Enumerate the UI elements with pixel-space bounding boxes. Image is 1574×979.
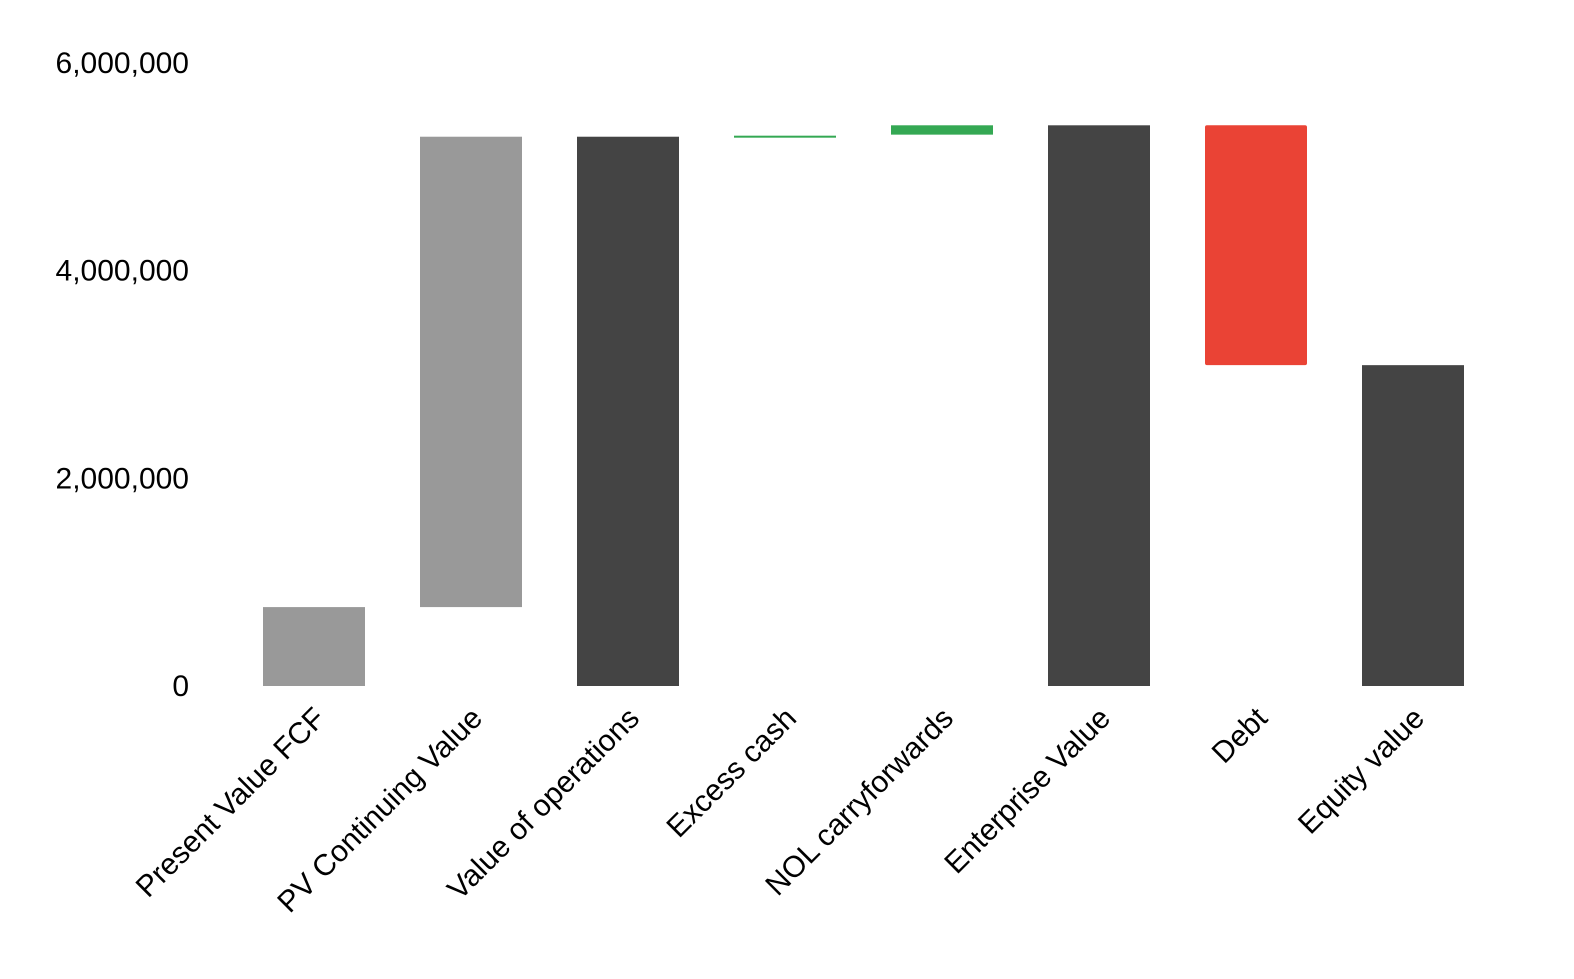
x-tick-label: Debt <box>1206 701 1275 770</box>
x-tick-label: Enterprise Value <box>938 702 1117 881</box>
y-tick-label: 0 <box>172 670 189 703</box>
y-tick-label: 6,000,000 <box>56 47 189 80</box>
bar-enterprise-value <box>1048 125 1150 687</box>
y-axis: 0 2,000,000 4,000,000 6,000,000 <box>56 47 189 703</box>
x-tick-label: Excess cash <box>661 702 803 844</box>
bar-present-value-fcf <box>263 607 365 686</box>
x-tick-label: Equity value <box>1292 702 1431 841</box>
bar-nol-carryforwards <box>891 125 993 135</box>
y-tick-label: 2,000,000 <box>56 462 189 495</box>
bar-equity-value <box>1362 365 1464 686</box>
bar-value-of-operations <box>577 136 679 686</box>
y-tick-label: 4,000,000 <box>56 255 189 288</box>
bar-pv-continuing-value <box>420 136 522 608</box>
bar-excess-cash <box>734 135 836 138</box>
bar-debt <box>1205 125 1307 366</box>
bars <box>263 125 1464 687</box>
